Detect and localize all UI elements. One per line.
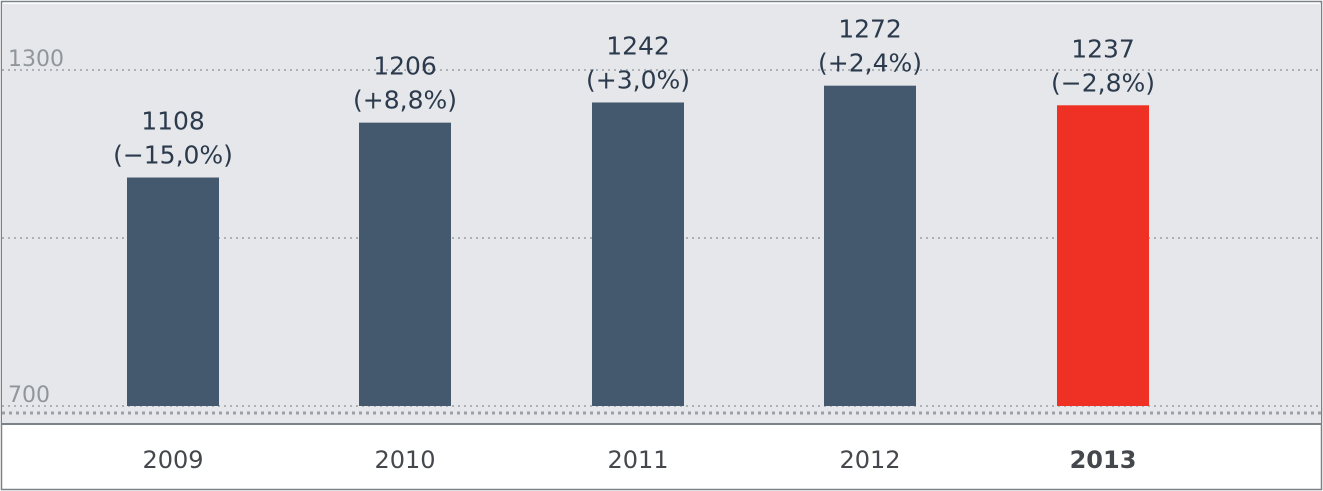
value-label: 1272 <box>838 15 902 44</box>
y-tick-label: 700 <box>8 383 50 408</box>
bar-2013 <box>1057 105 1149 406</box>
x-tick-label: 2013 <box>1070 446 1137 474</box>
x-tick-label: 2009 <box>142 446 203 474</box>
value-label: 1242 <box>606 31 670 60</box>
bar-2012 <box>824 85 916 407</box>
x-tick-label: 2011 <box>607 446 668 474</box>
value-label: 1237 <box>1071 34 1135 63</box>
change-label: (+8,8%) <box>353 86 457 115</box>
bar-2010 <box>359 122 451 406</box>
x-tick-label: 2012 <box>839 446 900 474</box>
change-label: (−15,0%) <box>113 141 233 170</box>
change-label: (+3,0%) <box>586 65 690 94</box>
x-tick-label: 2010 <box>374 446 435 474</box>
bar-2009 <box>127 177 219 406</box>
y-tick-label: 1300 <box>8 47 64 72</box>
change-label: (−2,8%) <box>1051 68 1155 97</box>
value-label: 1108 <box>141 107 205 136</box>
value-label: 1206 <box>373 52 437 81</box>
change-label: (+2,4%) <box>818 49 922 78</box>
bar-2011 <box>592 102 684 406</box>
